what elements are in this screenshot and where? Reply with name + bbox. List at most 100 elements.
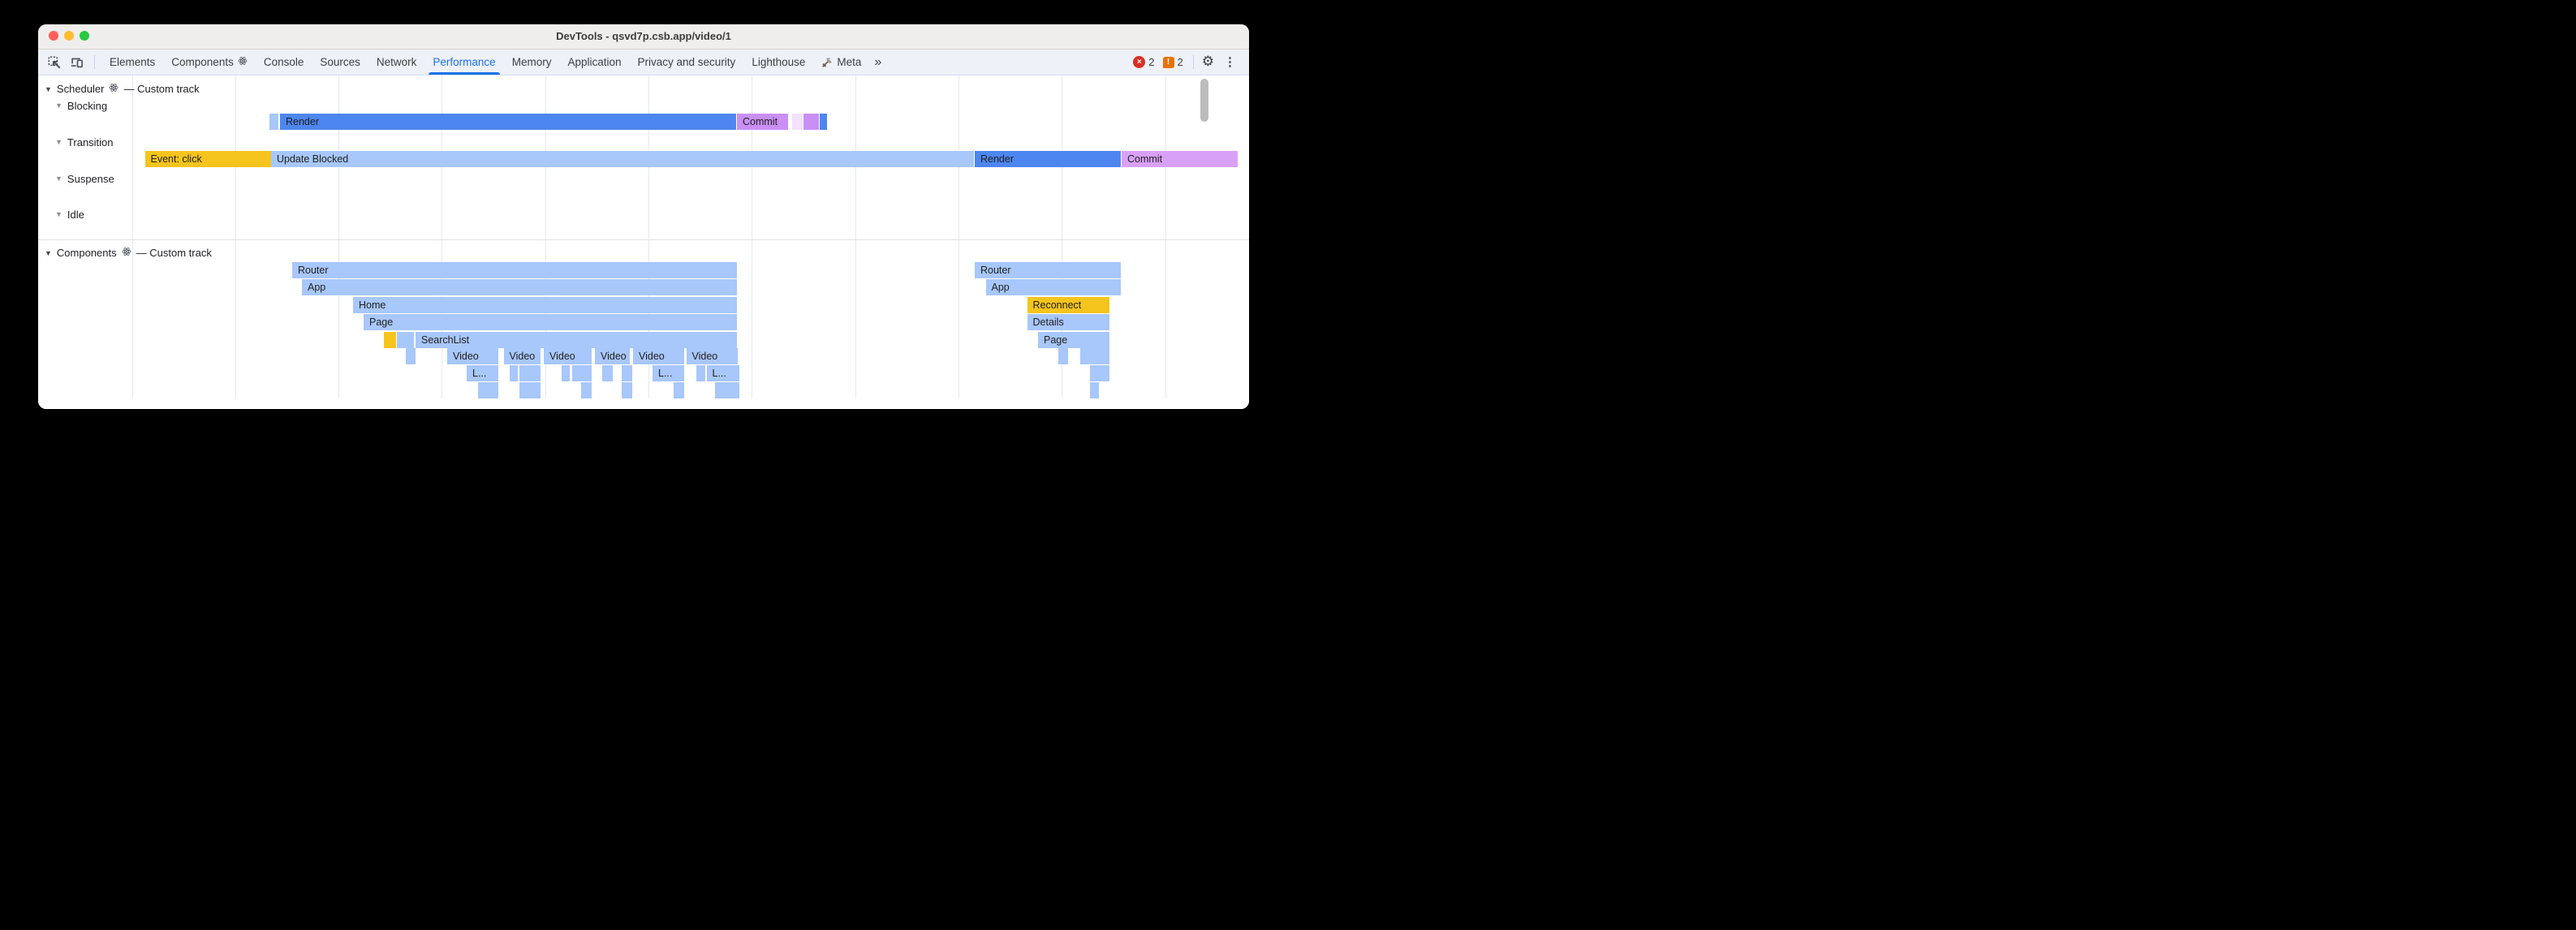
react-atom-icon [238, 56, 248, 68]
flame-bar-page[interactable]: Page [1038, 331, 1109, 348]
flame-bar-video[interactable]: Video [633, 347, 684, 364]
performance-flamechart-area[interactable]: ▼ Scheduler — Custom track ▼ Blocking ▼ Tra… [38, 75, 1249, 409]
flame-bar-render[interactable]: Render [975, 150, 1121, 167]
collapse-triangle-icon[interactable]: ▼ [55, 138, 62, 146]
flame-bar-page[interactable]: Page [364, 314, 737, 330]
flame-bar[interactable] [1100, 365, 1109, 381]
minimize-window-button[interactable] [64, 31, 74, 41]
track-header-scheduler[interactable]: ▼ Scheduler — Custom track [45, 82, 200, 96]
flame-bar[interactable] [477, 382, 498, 398]
flame-bar-l-[interactable]: L... [653, 365, 684, 381]
flame-bar[interactable] [397, 331, 414, 348]
flame-bar-router[interactable]: Router [975, 262, 1121, 278]
flame-bar-app[interactable]: App [985, 279, 1121, 295]
lane-label-suspense[interactable]: ▼ Suspense [55, 172, 114, 185]
flame-bar-app[interactable]: App [302, 279, 737, 295]
flame-bar[interactable] [1100, 347, 1109, 364]
tab-application[interactable]: Application [559, 50, 629, 75]
flame-bar[interactable] [269, 114, 278, 130]
lane-label-blocking[interactable]: ▼ Blocking [55, 99, 107, 112]
flame-bar-video[interactable]: Video [503, 347, 541, 364]
tab-privacy-and-security[interactable]: Privacy and security [630, 50, 744, 75]
flame-bar[interactable] [1058, 347, 1068, 364]
lane-label-idle[interactable]: ▼ Idle [55, 208, 84, 221]
flame-bar[interactable] [1090, 382, 1099, 398]
flame-bar[interactable] [571, 365, 592, 381]
flame-bar-home[interactable]: Home [353, 296, 737, 313]
collapse-triangle-icon[interactable]: ▼ [55, 101, 62, 110]
warning-count[interactable]: 2 [1177, 56, 1183, 68]
close-window-button[interactable] [49, 31, 58, 41]
flame-bar[interactable] [562, 365, 570, 381]
flame-bar[interactable] [519, 382, 541, 398]
lane-name: Blocking [67, 99, 108, 112]
flame-bar-update-blocked[interactable]: Update Blocked [271, 150, 974, 167]
lane-name: Idle [67, 208, 84, 221]
gridline [958, 75, 959, 398]
error-count[interactable]: 2 [1148, 56, 1155, 68]
collapse-triangle-icon[interactable]: ▼ [55, 174, 62, 183]
flame-bar[interactable] [602, 365, 613, 381]
zoom-window-button[interactable] [80, 31, 89, 41]
tab-label: Console [263, 56, 304, 68]
flame-bar[interactable] [820, 114, 827, 130]
flame-bar[interactable] [673, 382, 684, 398]
flame-bar-video[interactable]: Video [447, 347, 498, 364]
warning-count-icon[interactable]: ! [1162, 56, 1174, 68]
tab-sources[interactable]: Sources [312, 50, 368, 75]
flame-bar-video[interactable]: Video [686, 347, 738, 364]
tab-label: Network [376, 56, 417, 68]
settings-gear-icon[interactable]: ⚙ [1201, 54, 1214, 70]
tab-meta[interactable]: Meta [813, 50, 869, 75]
tab-console[interactable]: Console [256, 50, 312, 75]
vertical-scrollbar-thumb[interactable] [1200, 78, 1208, 122]
flame-bar[interactable] [405, 347, 416, 364]
tab-elements[interactable]: Elements [101, 50, 163, 75]
flame-bar-video[interactable]: Video [544, 347, 592, 364]
track-name: Components [56, 247, 117, 259]
track-header-components[interactable]: ▼ Components — Custom track [45, 246, 212, 260]
flame-bar[interactable] [792, 114, 803, 130]
error-count-icon[interactable]: × [1133, 56, 1146, 68]
kebab-menu-icon[interactable]: ⋮ [1224, 55, 1236, 69]
flame-bar-searchlist[interactable]: SearchList [416, 331, 737, 348]
device-toolbar-icon[interactable] [71, 56, 84, 69]
tab-label: Memory [511, 56, 552, 68]
lane-label-transition[interactable]: ▼ Transition [55, 136, 114, 149]
tab-memory[interactable]: Memory [504, 50, 560, 75]
flame-bar-video[interactable]: Video [595, 347, 630, 364]
tab-lighthouse[interactable]: Lighthouse [743, 50, 813, 75]
flame-bar[interactable] [519, 365, 541, 381]
flame-bar-reconnect[interactable]: Reconnect [1027, 296, 1109, 313]
flame-bar[interactable] [622, 382, 632, 398]
flame-bar[interactable] [1079, 347, 1100, 364]
flame-bar[interactable] [803, 114, 819, 130]
more-tabs-button[interactable]: » [874, 54, 881, 69]
tab-performance[interactable]: Performance [424, 50, 503, 75]
gridline [1165, 75, 1166, 398]
react-atom-icon [109, 83, 118, 95]
flame-bar[interactable] [384, 331, 396, 348]
flame-bar-l-[interactable]: L... [467, 365, 498, 381]
tab-network[interactable]: Network [368, 50, 425, 75]
flame-bar-render[interactable]: Render [280, 114, 736, 130]
title-bar: DevTools - qsvd7p.csb.app/video/1 [38, 24, 1249, 50]
collapse-triangle-icon[interactable]: ▼ [45, 248, 52, 257]
inspect-element-icon[interactable] [48, 55, 61, 69]
flame-bar[interactable] [622, 365, 632, 381]
flame-bar-details[interactable]: Details [1027, 314, 1109, 330]
flame-bar[interactable] [581, 382, 592, 398]
collapse-triangle-icon[interactable]: ▼ [45, 84, 52, 93]
flame-bar[interactable] [696, 365, 705, 381]
flame-bar[interactable] [715, 382, 739, 398]
tab-label: Privacy and security [637, 56, 736, 68]
flame-bar-router[interactable]: Router [292, 262, 737, 278]
tab-components[interactable]: Components [163, 50, 256, 75]
flame-bar[interactable] [509, 365, 518, 381]
flame-bar[interactable] [1090, 365, 1100, 381]
flame-bar-event-click[interactable]: Event: click [144, 150, 271, 167]
flame-bar-commit[interactable]: Commit [1122, 150, 1238, 167]
flame-bar-l-[interactable]: L... [706, 365, 739, 381]
collapse-triangle-icon[interactable]: ▼ [55, 210, 62, 218]
flame-bar-commit[interactable]: Commit [737, 114, 788, 130]
